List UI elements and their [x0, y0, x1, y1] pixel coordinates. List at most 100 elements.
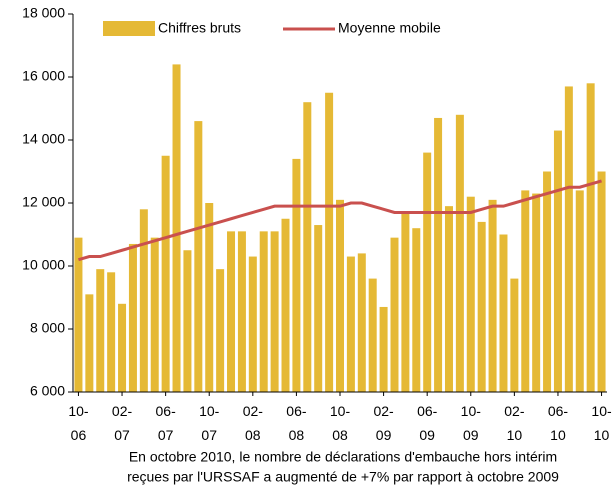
x-tick-label-part: 10-: [68, 403, 89, 419]
y-tick-label: 16 000: [22, 68, 65, 84]
bar: [477, 221, 486, 392]
y-tick-label: 14 000: [22, 131, 65, 147]
bar: [466, 196, 475, 392]
bar: [205, 203, 214, 392]
bar: [336, 199, 344, 392]
x-tick-label-part: 10: [594, 427, 610, 443]
y-tick-label: 10 000: [22, 257, 65, 273]
x-tick-label-part: 08: [332, 427, 348, 443]
caption: reçues par l'URSSAF a augmenté de +7% pa…: [127, 469, 559, 485]
legend-label: Moyenne mobile: [338, 20, 441, 36]
bar: [553, 130, 562, 393]
x-tick-label: 02- 08: [243, 403, 264, 443]
x-tick-label: 10- 09: [461, 403, 482, 443]
x-tick-label: 02- 09: [373, 403, 394, 443]
bar: [499, 234, 508, 392]
bar: [227, 231, 236, 392]
bar: [455, 114, 464, 393]
bar: [488, 199, 497, 392]
x-tick-label-part: 10-: [330, 403, 351, 419]
legend-swatch: [103, 21, 155, 36]
bar: [118, 303, 127, 392]
bar: [564, 86, 573, 392]
bar: [74, 237, 83, 392]
x-tick-label-part: 07: [158, 427, 174, 443]
x-tick-label: 06- 07: [156, 403, 177, 443]
bar: [390, 237, 399, 392]
y-tick-label: 6 000: [30, 383, 65, 399]
x-tick-label: 06- 08: [286, 403, 307, 443]
y-tick-label: 12 000: [22, 194, 65, 210]
bar: [85, 294, 94, 392]
bar: [216, 269, 225, 392]
bar: [237, 231, 246, 392]
x-tick-label: 02- 07: [112, 403, 133, 443]
x-tick-label-part: 08: [245, 427, 261, 443]
x-tick-label: 02- 10: [504, 403, 525, 443]
bar: [532, 193, 541, 392]
x-tick-label-part: 10: [550, 427, 566, 443]
x-tick-label: 10- 08: [330, 403, 351, 443]
x-tick-label-part: 02-: [504, 403, 525, 419]
bar: [434, 117, 443, 392]
bar: [139, 209, 148, 392]
bar: [401, 212, 410, 392]
x-tick-label: 06- 09: [417, 403, 438, 443]
x-tick-label-part: 10: [507, 427, 523, 443]
x-tick-label-part: 02-: [243, 403, 264, 419]
bar: [248, 256, 257, 392]
bar: [597, 171, 606, 392]
x-tick-label: 06- 10: [548, 403, 569, 443]
bar: [281, 218, 290, 392]
y-tick-label: 8 000: [30, 320, 65, 336]
bar: [172, 64, 181, 393]
legend-label: Chiffres bruts: [158, 20, 241, 36]
bar: [510, 278, 519, 392]
x-tick-label-part: 07: [114, 427, 130, 443]
bar: [303, 102, 312, 392]
x-tick-label: 10- 07: [199, 403, 220, 443]
x-tick-label: 10- 06: [68, 403, 89, 443]
bar: [444, 206, 453, 392]
x-tick-label-part: 10-: [591, 403, 612, 419]
x-tick-label-part: 06-: [417, 403, 438, 419]
bar: [314, 225, 323, 392]
x-tick-label-part: 02-: [373, 403, 394, 419]
x-tick-label-part: 09: [419, 427, 435, 443]
bar: [150, 237, 159, 392]
bar: [379, 306, 388, 392]
x-tick-label-part: 09: [463, 427, 479, 443]
x-tick-label-part: 06-: [156, 403, 177, 419]
x-tick-label-part: 07: [201, 427, 217, 443]
bar: [357, 253, 366, 392]
bar: [107, 272, 116, 392]
bar: [270, 231, 279, 392]
bar: [521, 190, 530, 392]
bar: [96, 269, 105, 392]
x-tick-label-part: 10-: [461, 403, 482, 419]
bar: [292, 158, 301, 392]
bar: [543, 171, 552, 392]
x-tick-label-part: 10-: [199, 403, 220, 419]
bar: [194, 121, 203, 392]
caption: En octobre 2010, le nombre de déclaratio…: [129, 449, 557, 465]
x-tick-label-part: 06-: [286, 403, 307, 419]
x-tick-label-part: 09: [376, 427, 392, 443]
x-tick-label-part: 08: [289, 427, 305, 443]
bar: [325, 92, 334, 392]
bar: [586, 83, 595, 393]
bar: [368, 278, 377, 392]
bar: [161, 155, 170, 392]
y-tick-label: 18 000: [22, 5, 65, 21]
bar: [346, 256, 355, 392]
bar: [575, 190, 584, 392]
moving-average-line: [78, 179, 602, 262]
x-tick-label: 10- 10: [591, 403, 612, 443]
bar: [128, 243, 137, 392]
bar: [412, 228, 421, 392]
bar: [259, 231, 268, 392]
x-tick-label-part: 06: [71, 427, 87, 443]
bar: [423, 152, 432, 392]
x-tick-label-part: 06-: [548, 403, 569, 419]
